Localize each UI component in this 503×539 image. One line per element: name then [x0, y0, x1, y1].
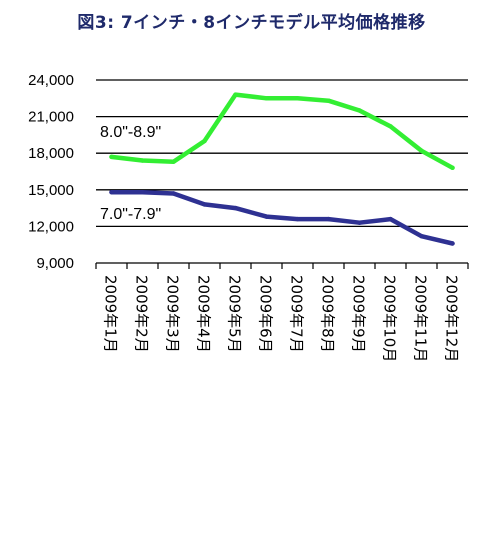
data-point-0-2	[171, 159, 176, 164]
data-point-1-7	[326, 216, 331, 222]
data-point-1-8	[357, 220, 362, 225]
data-point-1-11	[450, 241, 455, 246]
data-point-0-9	[388, 124, 393, 129]
data-point-1-1	[140, 190, 145, 195]
y-tick-label-5: 24,000	[28, 72, 74, 89]
y-tick-label-0: 9,000	[36, 255, 74, 272]
data-point-0-1	[140, 158, 145, 163]
y-tick-label-4: 21,000	[28, 109, 74, 126]
data-point-0-6	[295, 96, 300, 101]
data-point-1-4	[233, 205, 238, 211]
x-tick-label-7: 2009年8月	[319, 275, 337, 353]
data-point-0-0	[109, 154, 114, 160]
y-tick-label-1: 12,000	[28, 218, 74, 235]
x-tick-label-6: 2009年7月	[288, 275, 306, 353]
data-point-0-10	[419, 148, 424, 153]
data-point-1-10	[419, 233, 424, 239]
x-tick-label-4: 2009年5月	[226, 275, 244, 353]
y-tick-label-2: 15,000	[28, 182, 74, 199]
chart-title: 図3: 7インチ・8インチモデル平均価格推移	[77, 13, 426, 33]
data-point-1-3	[202, 202, 207, 207]
series-label-0: 8.0"-8.9"	[100, 124, 161, 141]
data-point-1-6	[295, 216, 300, 222]
data-point-0-5	[264, 96, 269, 101]
data-point-1-5	[264, 214, 269, 219]
series-line-0	[109, 92, 455, 171]
data-point-0-3	[202, 138, 207, 144]
x-tick-label-2: 2009年3月	[164, 275, 182, 353]
data-point-0-4	[233, 92, 238, 97]
x-tick-label-5: 2009年6月	[257, 275, 275, 353]
x-tick-label-8: 2009年9月	[350, 275, 368, 353]
x-tick-label-3: 2009年4月	[195, 275, 213, 353]
x-tick-label-10: 2009年11月	[412, 275, 430, 362]
y-tick-label-3: 18,000	[28, 145, 74, 162]
data-point-0-7	[326, 98, 331, 103]
x-tick-label-0: 2009年1月	[102, 275, 120, 353]
series-line-1	[109, 189, 455, 246]
x-tick-label-11: 2009年12月	[443, 275, 461, 362]
x-tick-label-1: 2009年2月	[133, 275, 151, 353]
data-point-1-9	[388, 216, 393, 222]
data-point-1-0	[109, 190, 114, 195]
series-label-1: 7.0"-7.9"	[100, 206, 161, 223]
data-point-1-2	[171, 191, 176, 196]
data-point-0-8	[357, 108, 362, 113]
data-point-0-11	[450, 165, 455, 171]
x-tick-label-9: 2009年10月	[381, 275, 399, 362]
